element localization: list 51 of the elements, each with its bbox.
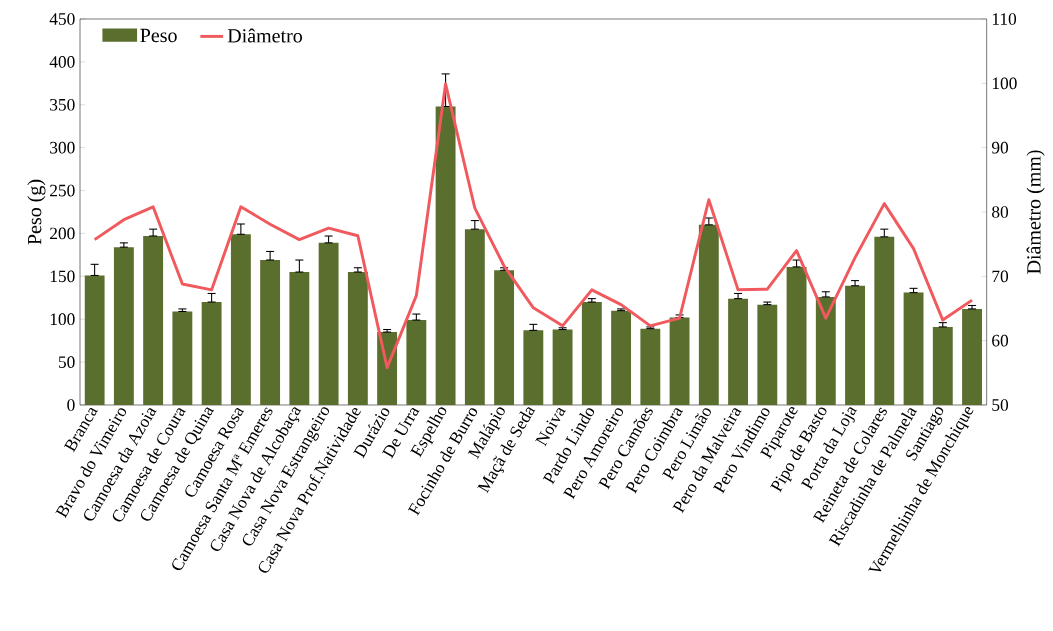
y2-axis-title: Diâmetro (mm) bbox=[1026, 150, 1045, 274]
y-tick-label: 100 bbox=[50, 313, 75, 326]
bar bbox=[962, 308, 982, 405]
bar bbox=[406, 320, 427, 405]
bar bbox=[230, 234, 251, 405]
y-tick-label: 300 bbox=[50, 141, 75, 154]
bar bbox=[523, 330, 544, 405]
bar bbox=[172, 311, 193, 405]
bar bbox=[464, 229, 485, 405]
y2-tick-label: 80 bbox=[992, 206, 1009, 218]
y2-tick-label: 90 bbox=[991, 141, 1009, 154]
y2-tick-label: 100 bbox=[992, 77, 1017, 90]
legend-label: Diâmetro bbox=[227, 28, 303, 43]
line-series bbox=[93, 82, 974, 370]
y2-tick-label: 70 bbox=[992, 270, 1009, 283]
bar bbox=[845, 285, 865, 405]
y-axis-title: Peso (g) bbox=[27, 179, 46, 245]
bar bbox=[201, 302, 222, 405]
bar bbox=[318, 242, 339, 405]
y-tick-label: 400 bbox=[49, 56, 75, 68]
bar bbox=[932, 326, 953, 405]
bar bbox=[552, 329, 573, 405]
bar bbox=[581, 302, 602, 405]
y-tick-label: 150 bbox=[50, 270, 75, 283]
y-tick-label: 50 bbox=[58, 356, 75, 368]
bar bbox=[435, 106, 456, 405]
y-tick-label: 350 bbox=[50, 98, 75, 111]
bar bbox=[260, 260, 281, 405]
bar bbox=[757, 304, 778, 405]
legend-label: Peso bbox=[140, 28, 177, 43]
bar bbox=[640, 328, 661, 405]
y2-tick-label: 60 bbox=[992, 334, 1009, 347]
bar bbox=[728, 298, 749, 405]
y2-tick-label: 50 bbox=[992, 399, 1009, 411]
bar bbox=[786, 266, 807, 405]
bar bbox=[84, 275, 105, 405]
bar bbox=[113, 247, 134, 405]
bar bbox=[815, 296, 836, 405]
bar bbox=[143, 236, 164, 405]
bar bbox=[903, 292, 924, 405]
y-tick-label: 250 bbox=[50, 184, 75, 197]
y-tick-label: 200 bbox=[50, 227, 75, 240]
bar bbox=[698, 224, 719, 405]
bar bbox=[874, 236, 895, 405]
bar bbox=[347, 272, 368, 405]
y2-tick-label: 110 bbox=[992, 13, 1017, 25]
y-tick-label: 450 bbox=[49, 13, 75, 25]
bar bbox=[494, 270, 515, 405]
bar bbox=[289, 272, 310, 405]
bar bbox=[611, 310, 632, 405]
bar bbox=[669, 317, 690, 405]
